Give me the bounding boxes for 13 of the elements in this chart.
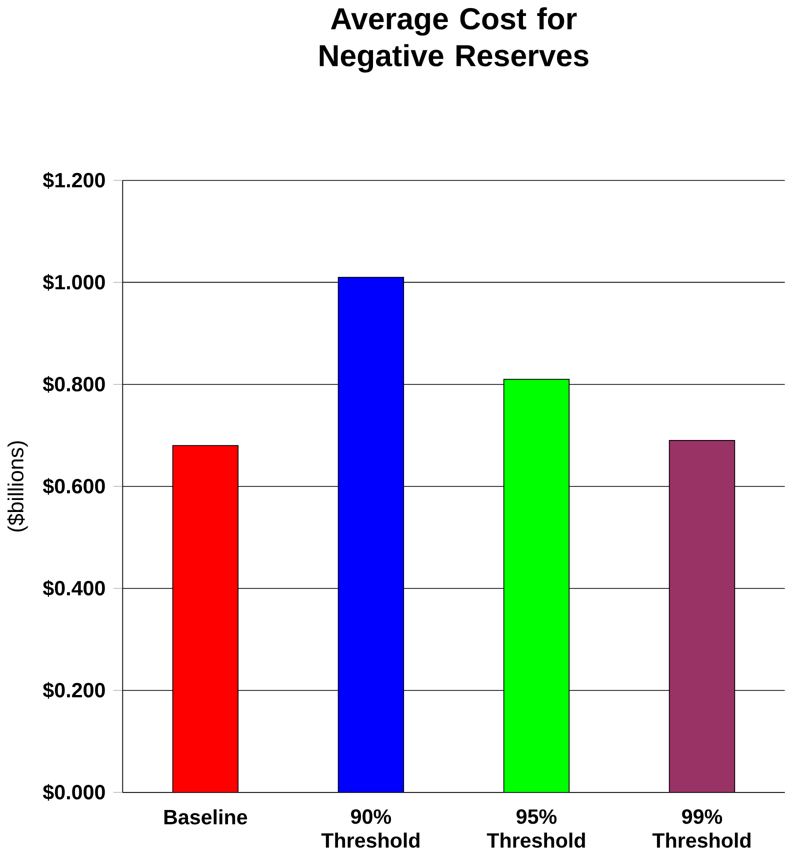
x-tick-label: Baseline [164,809,248,824]
y-tick-label: $0.200 [42,682,105,699]
x-tick-label: 95% Threshold [486,809,585,848]
y-tick-label: $1.000 [42,274,105,291]
y-tick-label: $0.600 [42,478,105,495]
y-axis-title: ($billions) [7,441,28,532]
x-tick-label: 99% Threshold [652,809,750,848]
y-tick-label: $0.400 [42,580,105,597]
chart-title: Average Cost for Negative Reserves [320,7,588,73]
y-tick-label: $1.200 [42,172,105,189]
x-tick-label: 90% Threshold [321,809,420,848]
y-tick-label: $0.000 [42,784,105,801]
y-tick-label: $0.800 [42,376,105,393]
